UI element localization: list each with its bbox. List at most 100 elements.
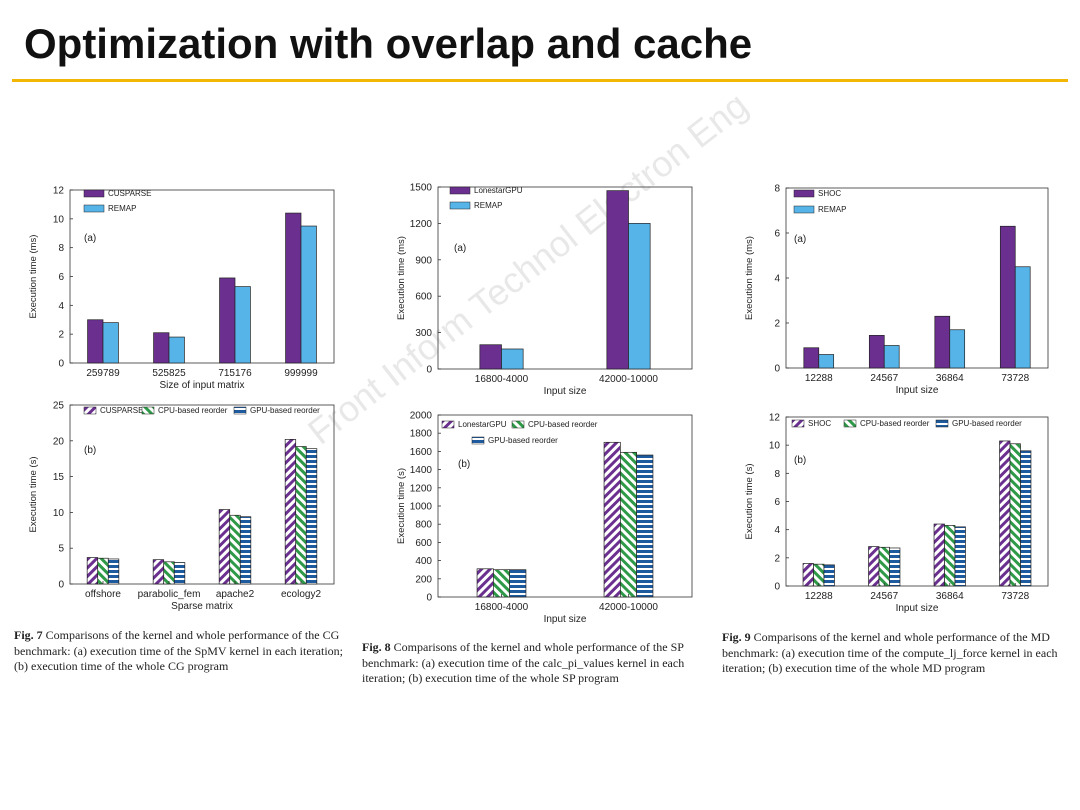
- bar-cpu-based-reorder-36864: [944, 525, 956, 587]
- bar-shoc-24567: [868, 335, 885, 369]
- legend-label: GPU-based reorder: [250, 406, 320, 415]
- y-tick-label: 600: [415, 292, 432, 303]
- legend-label: GPU-based reorder: [952, 419, 1022, 428]
- legend-swatch: [83, 406, 97, 415]
- bar-gpu-based-reorder-73728: [1020, 450, 1032, 587]
- x-tick-label: 12288: [805, 373, 833, 384]
- legend-swatch: [935, 419, 949, 428]
- bar-remap-24567: [883, 345, 900, 369]
- caption-fig8: Fig. 8 Comparisons of the kernel and who…: [362, 640, 702, 687]
- panel-label: (a): [84, 233, 96, 244]
- x-tick-label: 24567: [870, 373, 898, 384]
- bar-cusparse-parabolic-fem: [152, 559, 165, 585]
- caption-fig7-text: Comparisons of the kernel and whole perf…: [14, 628, 343, 673]
- bar-shoc-12288: [802, 563, 814, 587]
- bar-remap-12288: [818, 354, 835, 369]
- legend-swatch: [441, 420, 455, 429]
- y-tick-label: 1800: [410, 429, 433, 440]
- bar-gpu-based-reorder-36864: [954, 526, 966, 587]
- x-axis-label: Input size: [544, 614, 587, 625]
- legend-swatch: [471, 436, 485, 445]
- chart-fig7a: 0 2 4 6 8 10 12 Execution time (ms) 259789 525825…: [28, 186, 335, 391]
- y-tick-label: 1000: [410, 502, 433, 513]
- x-tick-label: parabolic_fem: [138, 589, 201, 600]
- y-tick-label: 1400: [410, 465, 433, 476]
- bar-gpu-based-reorder-16800-4000: [509, 569, 527, 598]
- bar-gpu-based-reorder-offshore: [107, 558, 120, 585]
- legend-label: REMAP: [108, 204, 136, 213]
- x-axis-label: Size of input matrix: [159, 380, 244, 391]
- y-axis-label: Execution time (ms): [744, 236, 755, 320]
- y-axis-label: Execution time (s): [744, 463, 755, 539]
- panel-label: (b): [458, 459, 470, 470]
- panel-label: (b): [84, 445, 96, 456]
- legend-label: SHOC: [808, 419, 831, 428]
- x-tick-label: 16800-4000: [475, 602, 529, 613]
- bar-remap-715176: [234, 286, 251, 364]
- y-tick-label: 20: [53, 436, 65, 447]
- bar-cpu-based-reorder-24567: [878, 546, 890, 587]
- y-tick-label: 4: [774, 525, 780, 536]
- x-axis-label: Input size: [896, 385, 939, 396]
- legend-swatch: [843, 419, 857, 428]
- y-tick-label: 4: [774, 274, 780, 285]
- bar-shoc-24567: [868, 546, 880, 587]
- legend-swatch: [793, 189, 815, 198]
- x-axis-label: Input size: [544, 386, 587, 397]
- legend-label: REMAP: [818, 205, 846, 214]
- bar-cusparse-525825: [153, 332, 170, 364]
- legend-label: CUSPARSE: [100, 406, 143, 415]
- caption-fig7-label: Fig. 7: [14, 628, 43, 642]
- y-tick-label: 2: [58, 330, 64, 341]
- title-underline: [12, 79, 1068, 82]
- y-tick-label: 10: [769, 441, 781, 452]
- x-tick-label: 12288: [805, 591, 833, 602]
- bar-cpu-based-reorder-parabolic-fem: [163, 561, 175, 585]
- panel-label: (b): [794, 455, 806, 466]
- bar-cpu-based-reorder-ecology2: [295, 446, 307, 585]
- bar-cusparse-offshore: [86, 557, 99, 585]
- y-tick-label: 300: [415, 328, 432, 339]
- chart-fig7b: 0 5 10 15 20 25 Execution time (s) offshore para…: [28, 401, 335, 612]
- x-tick-label: apache2: [216, 589, 255, 600]
- bar-lonestargpu-16800-4000: [476, 568, 494, 598]
- panel-label: (a): [454, 243, 466, 254]
- y-tick-label: 8: [774, 184, 780, 195]
- y-tick-label: 15: [53, 472, 65, 483]
- legend-label: GPU-based reorder: [488, 436, 558, 445]
- x-tick-label: 73728: [1001, 373, 1029, 384]
- x-tick-label: 259789: [86, 368, 120, 379]
- y-tick-label: 8: [58, 243, 64, 254]
- chart-fig8a: 0 300 600 900 1200 1500 Execution time (ms) 168…: [396, 183, 693, 397]
- x-axis-label: Input size: [896, 603, 939, 614]
- y-tick-label: 6: [774, 229, 780, 240]
- legend-label: REMAP: [474, 201, 502, 210]
- bar-remap-525825: [168, 336, 185, 364]
- bar-gpu-based-reorder-24567: [889, 547, 901, 587]
- chart-fig9a: 0 2 4 6 8 Execution time (ms) 12288 24567 36864 7…: [744, 184, 1049, 396]
- bar-remap-36864: [949, 329, 966, 369]
- bar-shoc-36864: [933, 523, 945, 587]
- legend-swatch: [449, 201, 471, 210]
- x-tick-label: ecology2: [281, 589, 321, 600]
- y-tick-label: 2000: [410, 411, 433, 422]
- y-axis-label: Execution time (ms): [28, 235, 39, 319]
- y-tick-label: 25: [53, 401, 65, 412]
- bar-gpu-based-reorder-42000-10000: [636, 454, 654, 598]
- bar-cusparse-ecology2: [284, 439, 297, 585]
- bar-gpu-based-reorder-ecology2: [305, 448, 318, 585]
- bar-cpu-based-reorder-12288: [813, 563, 825, 587]
- caption-fig7: Fig. 7 Comparisons of the kernel and who…: [14, 628, 346, 675]
- y-tick-label: 10: [53, 214, 65, 225]
- bar-remap-73728: [1014, 266, 1031, 369]
- bar-remap-42000-10000: [628, 223, 651, 370]
- y-tick-label: 5: [58, 544, 64, 555]
- legend-label: CPU-based reorder: [860, 419, 930, 428]
- bar-lonestargpu-42000-10000: [603, 441, 621, 598]
- y-tick-label: 12: [769, 413, 781, 424]
- bar-cpu-based-reorder-73728: [1009, 443, 1021, 587]
- y-tick-label: 0: [774, 582, 780, 593]
- bar-lonestargpu-16800-4000: [479, 344, 502, 370]
- legend-swatch: [233, 406, 247, 415]
- bar-gpu-based-reorder-apache2: [239, 516, 252, 585]
